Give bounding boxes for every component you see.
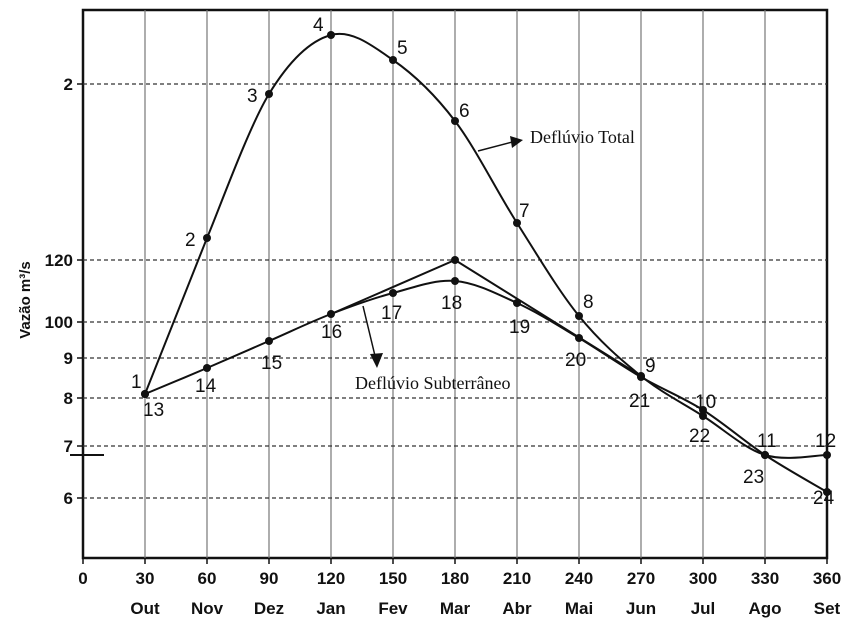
month-label: Jul [691,599,716,618]
subterraneo-point [265,337,273,345]
y-tick-label: 2 [64,75,73,94]
subterraneo-point-label: 21 [629,391,650,412]
month-label: Jan [316,599,345,618]
y-tick-label: 100 [45,313,73,332]
subterraneo-point [637,373,645,381]
total-point [265,90,273,98]
x-tick-label: 300 [689,569,717,588]
subterraneo-point [141,390,149,398]
total-point-label: 1 [131,372,142,393]
x-tick-label: 330 [751,569,779,588]
subterraneo-point [389,289,397,297]
subterraneo-point [575,334,583,342]
y-axis-label: Vazão m³/s [17,261,34,339]
annotation-subterraneo-text: Deflúvio Subterrâneo [355,373,510,393]
x-tick-label: 270 [627,569,655,588]
total-point [699,412,707,420]
subterraneo-point [327,310,335,318]
y-tick-label: 6 [64,489,73,508]
data-points [141,31,831,496]
subterraneo-point-label: 17 [381,303,402,324]
x-tick-label: 0 [78,569,87,588]
month-label: Out [130,599,160,618]
total-point-label: 10 [695,392,716,413]
total-point-label: 5 [397,38,408,59]
subterraneo-point [823,488,831,496]
total-point [327,31,335,39]
subterraneo-point-label: 13 [143,400,164,421]
series-subterraneo-line [144,279,828,493]
month-label: Jun [626,599,656,618]
subterraneo-point [699,406,707,414]
subterraneo-point-label: 18 [441,293,462,314]
grid [83,10,827,558]
x-tick-label: 120 [317,569,345,588]
month-label: Mai [565,599,593,618]
subterraneo-point [451,277,459,285]
x-tick-label: 210 [503,569,531,588]
total-point-label: 7 [519,201,530,222]
subterraneo-point-label: 23 [743,467,764,488]
total-point-label: 8 [583,292,594,313]
month-label: Nov [191,599,224,618]
x-tick-label: 150 [379,569,407,588]
y-tick-label: 9 [64,349,73,368]
month-label: Dez [254,599,284,618]
total-point-label: 2 [185,230,196,251]
month-label: Abr [502,599,532,618]
total-point-label: 6 [459,101,470,122]
subterraneo-point [513,299,521,307]
annotation-total-text: Deflúvio Total [530,127,635,147]
annotation-subterraneo: Deflúvio Subterrâneo [355,305,510,393]
total-point [823,451,831,459]
x-tick-label: 360 [813,569,841,588]
subterraneo-point-label: 24 [813,488,835,509]
subterraneo-point-label: 22 [689,426,710,447]
subterraneo-point-label: 14 [195,376,217,397]
total-point [513,219,521,227]
total-point [203,234,211,242]
month-label: Fev [378,599,408,618]
x-tick-label: 90 [260,569,279,588]
subterraneo-point [761,451,769,459]
subterraneo-point [203,364,211,372]
y-tick-label: 120 [45,251,73,270]
subterraneo-point-label: 15 [261,353,282,374]
total-point-label: 11 [757,431,777,452]
month-label: Ago [748,599,781,618]
subterraneo-point-label: 16 [321,322,342,343]
total-point-label: 3 [247,86,258,107]
month-label: Set [814,599,841,618]
y-tick-label: 7 [64,437,73,456]
total-point [575,312,583,320]
x-tick-label: 180 [441,569,469,588]
subterraneo-point-label: 20 [565,350,586,371]
separation-peak-point [451,256,459,264]
total-point-label: 9 [645,356,656,377]
total-point-label: 12 [815,431,836,452]
x-tick-label: 60 [198,569,217,588]
total-point-label: 4 [313,15,324,36]
total-point [451,117,459,125]
x-tick-label: 240 [565,569,593,588]
total-point [389,56,397,64]
month-label: Mar [440,599,471,618]
subterraneo-point-label: 19 [509,317,530,338]
x-tick-label: 30 [136,569,155,588]
annotation-total: Deflúvio Total [477,127,635,152]
y-tick-label: 8 [64,389,73,408]
